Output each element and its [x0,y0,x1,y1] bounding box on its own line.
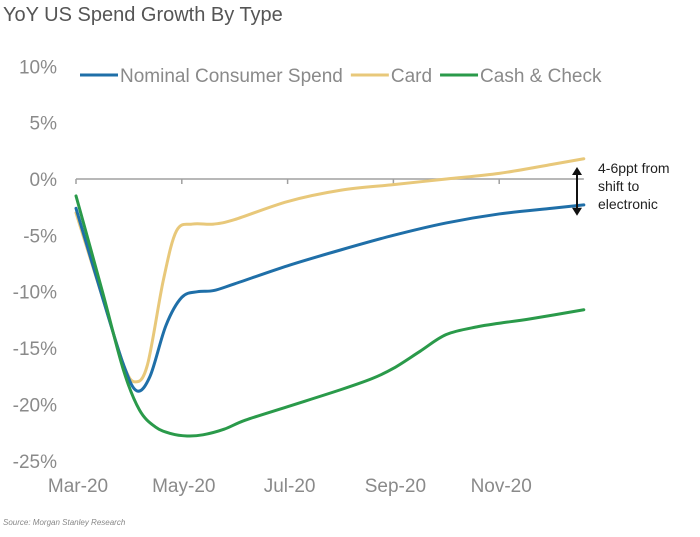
series-line-card [74,157,586,384]
y-tick-label: 10% [19,57,57,78]
y-tick-label: -10% [13,283,57,304]
legend-item: Nominal Consumer Spend [80,66,343,87]
y-tick-label: -5% [23,226,57,247]
annotation-text-line: shift to [598,178,639,194]
y-tick-label: -20% [13,395,57,416]
annotation-text-line: electronic [598,196,658,212]
legend-label: Cash & Check [480,66,602,87]
legend-item: Cash & Check [440,66,602,87]
y-tick-label: 5% [30,114,58,135]
y-tick-label: -15% [13,339,57,360]
arrow-down-icon [572,207,582,216]
x-tick-label: Sep-20 [365,476,426,497]
annotation: 4-6ppt from shift to electronic [572,160,670,216]
legend-item: Card [350,66,432,87]
series-lines [74,157,586,438]
series-line-cash-check [74,194,586,438]
x-axis [75,178,584,184]
annotation-text-line: 4-6ppt from [598,160,670,176]
x-tick-label: Mar-20 [48,476,108,497]
legend: Nominal Consumer Spend Card Cash & Check [80,66,602,87]
y-tick-label: 0% [30,170,58,191]
x-axis-labels: Mar-20 May-20 Jul-20 Sep-20 Nov-20 [48,476,532,497]
legend-label: Nominal Consumer Spend [120,66,343,87]
y-tick-label: -25% [13,452,57,473]
x-tick-label: Nov-20 [471,476,532,497]
source-note: Source: Morgan Stanley Research [3,518,126,527]
x-tick-label: Jul-20 [264,476,316,497]
series-line-nominal-consumer-spend [74,203,586,393]
arrow-up-icon [572,167,582,175]
legend-label: Card [391,66,432,87]
x-tick-label: May-20 [152,476,215,497]
y-axis-labels: 10% 5% 0% -5% -10% -15% -20% -25% [13,57,57,472]
chart-title: YoY US Spend Growth By Type [3,4,283,26]
